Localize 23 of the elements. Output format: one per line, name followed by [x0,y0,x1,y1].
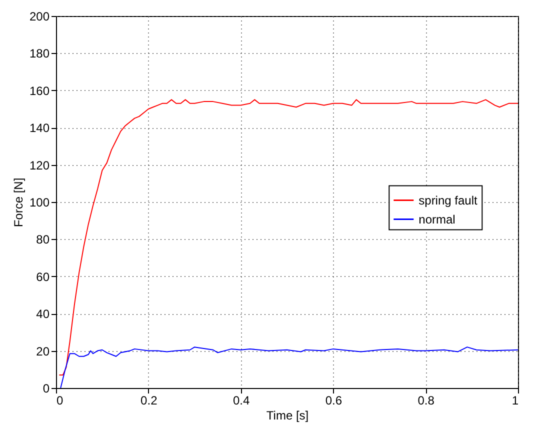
x-tick-label: 0.8 [418,394,435,408]
y-tick-label: 180 [29,46,50,61]
y-axis-title: Force [N] [11,178,26,228]
y-tick-label: 0 [42,382,50,396]
y-tick-label: 60 [36,270,50,284]
x-tick-label: 0.2 [140,394,158,408]
x-axis-title: Time [s] [266,408,309,422]
y-tick-label: 160 [29,84,50,98]
x-tick-label: 0 [56,394,64,408]
y-tick-label: 80 [36,232,50,247]
legend-label: normal [418,212,456,226]
line-series [58,99,518,376]
y-tick-label: 140 [29,121,50,136]
legend-label: spring fault [418,193,478,208]
y-tick-label: 120 [29,158,50,172]
x-tick-label: 0.6 [325,394,342,408]
line-series [60,346,518,388]
y-tick-label: 100 [29,196,50,210]
x-tick-label: 1 [512,394,519,408]
y-tick-label: 40 [36,307,50,322]
x-tick-label: 0.4 [232,394,250,408]
y-tick-label: 20 [36,344,50,358]
y-tick-label: 200 [29,10,50,24]
